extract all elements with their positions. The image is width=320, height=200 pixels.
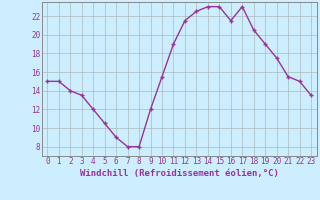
X-axis label: Windchill (Refroidissement éolien,°C): Windchill (Refroidissement éolien,°C)	[80, 169, 279, 178]
